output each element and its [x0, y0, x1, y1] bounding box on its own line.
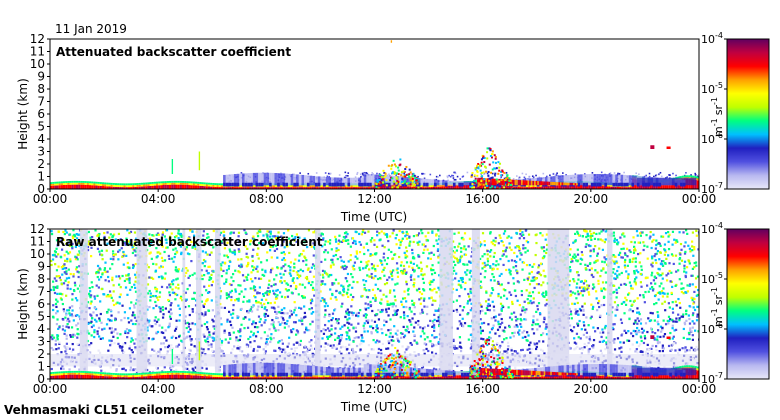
y-tick-label: 9 — [37, 70, 45, 84]
y-tick-label: 3 — [37, 335, 45, 349]
x-tick-label: 04:00 — [141, 382, 176, 396]
x-tick-label: 08:00 — [249, 382, 284, 396]
date-label: 11 Jan 2019 — [55, 22, 127, 36]
x-tick-label: 00:00 — [33, 192, 68, 206]
colorbar-tick-label: 10-5 — [701, 81, 723, 96]
y-tick-label: 11 — [30, 235, 45, 249]
y-tick-label: 8 — [37, 82, 45, 96]
y-tick-label: 1 — [37, 170, 45, 184]
x-tick-label: 00:00 — [682, 382, 717, 396]
colorbar-gradient — [726, 38, 770, 190]
colorbar-unit-label: m-1sr-1 — [710, 97, 725, 137]
x-tick-label: 20:00 — [574, 192, 609, 206]
y-axis-label-2: Height (km) — [16, 268, 30, 339]
x-tick-label: 08:00 — [249, 192, 284, 206]
x-ticks-1: 00:00 04:00 08:00 12:00 16:00 20:00 00:00 — [33, 189, 717, 206]
y-tick-label: 0 — [37, 182, 45, 196]
colorbar-gradient — [726, 228, 770, 380]
y-tick-label: 2 — [37, 157, 45, 171]
y-tick-label: 4 — [37, 322, 45, 336]
colorbar-tick-label: 10-5 — [701, 271, 723, 286]
colorbar-2: 10-7 10-6 10-5 10-4 m-1sr-1 — [701, 221, 770, 386]
x-tick-label: 20:00 — [574, 382, 609, 396]
x-tick-label: 00:00 — [33, 382, 68, 396]
x-tick-label: 16:00 — [465, 382, 500, 396]
y-tick-label: 10 — [30, 57, 45, 71]
y-tick-label: 7 — [37, 95, 45, 109]
colorbar-tick-label: 10-4 — [701, 31, 723, 46]
y-tick-label: 5 — [37, 310, 45, 324]
y-tick-label: 4 — [37, 132, 45, 146]
y-tick-label: 12 — [30, 32, 45, 46]
y-tick-label: 10 — [30, 247, 45, 261]
colorbar-tick-label: 10-6 — [701, 321, 723, 336]
x-axis-label-1: Time (UTC) — [340, 210, 407, 224]
x-tick-label: 12:00 — [357, 382, 392, 396]
x-tick-label: 00:00 — [682, 192, 717, 206]
colorbar-unit-label: m-1sr-1 — [710, 287, 725, 327]
y-axis-label-1: Height (km) — [16, 78, 30, 149]
y-tick-label: 3 — [37, 145, 45, 159]
y-tick-label: 7 — [37, 285, 45, 299]
x-tick-label: 16:00 — [465, 192, 500, 206]
colorbar-tick-label: 10-6 — [701, 131, 723, 146]
plot-area-1 — [50, 39, 699, 189]
y-tick-label: 1 — [37, 360, 45, 374]
y-tick-label: 8 — [37, 272, 45, 286]
y-tick-label: 2 — [37, 347, 45, 361]
colorbar-1: 10-7 10-6 10-5 10-4 m-1sr-1 — [701, 31, 770, 196]
y-tick-label: 0 — [37, 372, 45, 386]
colorbar-tick-label: 10-7 — [701, 371, 723, 386]
y-tick-label: 5 — [37, 120, 45, 134]
y-tick-label: 11 — [30, 45, 45, 59]
backscatter-field-1 — [50, 40, 699, 189]
y-tick-label: 6 — [37, 297, 45, 311]
y-tick-label: 6 — [37, 107, 45, 121]
panel-title-1: Attenuated backscatter coefficient — [56, 45, 291, 59]
colorbar-tick-label: 10-4 — [701, 221, 723, 236]
y-tick-label: 9 — [37, 260, 45, 274]
x-axis-label-2: Time (UTC) — [340, 400, 407, 414]
panel-title-2: Raw attenuated backscatter coefficient — [56, 235, 323, 249]
x-ticks-2: 00:00 04:00 08:00 12:00 16:00 20:00 00:00 — [33, 379, 717, 396]
y-tick-label: 12 — [30, 222, 45, 236]
colorbar-tick-label: 10-7 — [701, 181, 723, 196]
x-tick-label: 12:00 — [357, 192, 392, 206]
instrument-label: Vehmasmaki CL51 ceilometer — [4, 403, 204, 417]
x-tick-label: 04:00 — [141, 192, 176, 206]
